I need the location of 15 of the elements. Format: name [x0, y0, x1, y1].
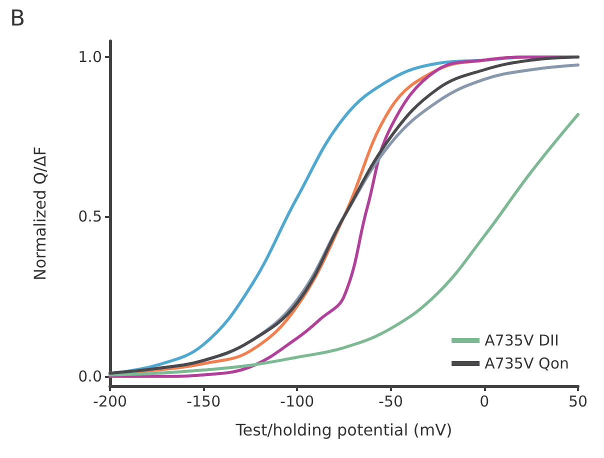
x-tick-label: -150 [186, 392, 221, 410]
y-tick-label: 0.5 [78, 208, 102, 226]
y-tick-label: 0.0 [78, 367, 102, 386]
legend-label: A735V DII [484, 332, 559, 350]
x-tick-label: -50 [378, 392, 404, 410]
legend-label: A735V Qon [484, 354, 570, 372]
text: B [10, 6, 26, 32]
y-tick-label: 1.0 [78, 48, 102, 66]
x-tick-label: 50 [568, 392, 588, 410]
x-axis-title: Test/holding potential (mV) [234, 420, 452, 440]
x-tick-label: -200 [92, 392, 128, 410]
x-tick-label: -100 [280, 392, 314, 410]
x-tick-label: 0 [480, 392, 490, 410]
y-axis-title: Normalized Q/ΔF [30, 146, 50, 280]
line-series [108, 112, 580, 376]
